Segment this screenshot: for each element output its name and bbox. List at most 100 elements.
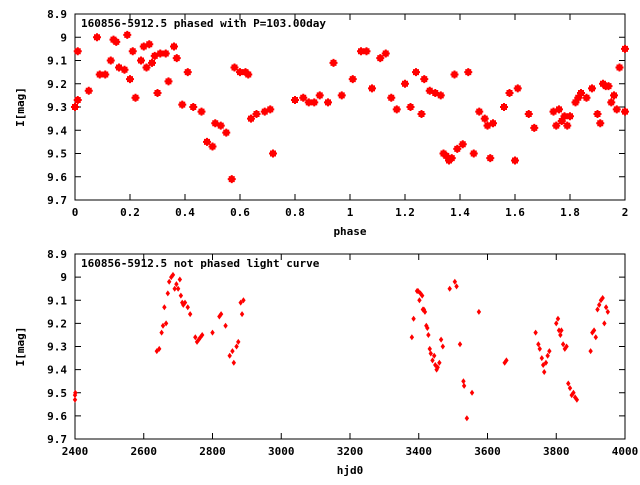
data-point [615,63,624,72]
data-point [148,58,156,67]
x-tick-label: 0 [72,206,79,219]
data-point [101,70,110,79]
data-point [106,56,115,65]
data-point [603,304,609,311]
y-tick-label: 9.1 [47,294,67,307]
data-point [593,334,598,341]
data-point [95,70,104,79]
data-point [566,112,574,121]
plot-title: 160856-5912.5 phased with P=103.00day [81,17,326,30]
data-point [329,58,338,67]
data-point [574,396,580,403]
data-point [539,355,545,362]
data-point [236,338,241,345]
x-tick-label: 1 [347,206,354,219]
y-tick-label: 9 [60,31,67,44]
data-point [178,100,187,109]
data-point [450,70,459,79]
x-tick-label: 2 [622,206,629,219]
data-point [199,331,205,338]
data-point [231,359,237,366]
data-point [160,322,166,329]
data-point [157,345,162,352]
data-point [542,368,547,375]
data-point [137,56,145,65]
data-point [447,154,456,163]
data-point [597,301,602,308]
x-tick-label: 3400 [406,445,433,458]
y-tick-label: 9.5 [47,148,67,161]
data-point [154,348,160,355]
data-point [145,40,154,49]
data-point [513,84,522,93]
data-point [612,105,621,114]
y-tick-label: 9 [60,271,67,284]
x-tick-label: 3800 [543,445,570,458]
data-point [555,105,563,114]
data-point [409,334,415,341]
data-point [123,30,132,39]
data-point [223,322,228,329]
unphased-plot: 8.9 9 9.1 9.2 9.3 9.4 9.5 9.6 9.7 2400 2600 2800 30… [14,248,638,477]
data-point [401,79,409,88]
data-point [440,343,446,350]
data-point [500,103,508,111]
data-point [452,278,458,285]
data-point [131,93,140,102]
x-axis-label: hjd0 [337,464,364,477]
data-point [437,359,442,366]
x-tick-label: 2600 [131,445,158,458]
data-point [185,304,190,311]
data-point [234,343,239,350]
plot-frame [74,13,626,201]
data-point [72,396,78,403]
data-point [164,77,173,86]
y-tick-label: 8.9 [47,248,67,261]
data-point [604,82,613,91]
y-tick-label: 9.6 [47,171,67,184]
data-point [504,357,509,364]
x-tick-label: 1.6 [505,206,525,219]
data-point [419,292,425,299]
y-tick-label: 9.3 [47,341,67,354]
data-point [222,128,231,137]
data-point [537,345,542,352]
y-tick-label: 9.2 [47,317,67,330]
data-point [172,285,177,292]
data-point [241,297,246,304]
data-point [181,301,186,308]
x-tick-label: 1.2 [395,206,415,219]
y-tick-label: 8.9 [47,8,67,21]
data-point [432,352,437,359]
data-point [208,142,217,151]
data-point [607,98,616,107]
data-point [425,325,430,331]
x-tick-label: 1.8 [560,206,580,219]
data-point [163,320,169,327]
data-point [196,336,201,343]
y-tick-label: 9.1 [47,55,67,68]
data-point [128,47,137,56]
y-tick-label: 9.6 [47,410,67,423]
data-point [182,299,188,306]
data-point [560,112,569,121]
data-point [457,341,463,348]
data-point [178,292,184,299]
data-point [193,334,198,341]
data-point [189,103,198,111]
data-point [458,140,467,149]
data-point [73,96,82,105]
y-axis: 8.9 9 9.1 9.2 9.3 9.4 9.5 9.6 9.7 [47,8,625,207]
x-tick-label: 0.8 [285,206,305,219]
data-point [172,54,181,63]
data-point [348,75,357,84]
data-point [210,329,215,336]
data-point [169,274,174,281]
data-point [304,98,313,107]
data-point [227,352,232,359]
data-point [247,114,255,123]
data-point [417,297,422,304]
data-point [156,49,165,58]
data-point [524,109,533,118]
